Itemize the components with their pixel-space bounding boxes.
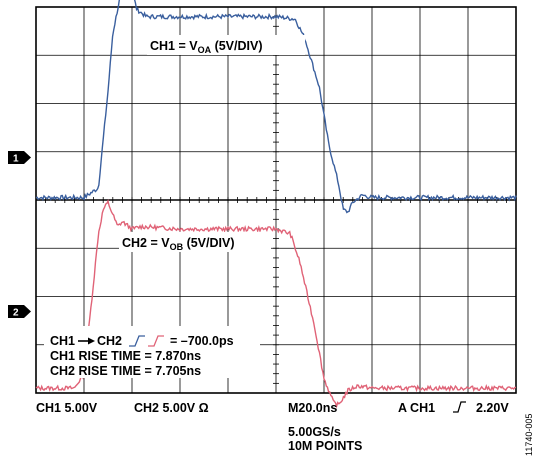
trigger-source: A CH1 xyxy=(398,401,435,415)
delay-ch2-label: CH2 xyxy=(97,334,122,348)
ch2-scale: CH2 5.00V Ω xyxy=(134,401,209,415)
rising-edge-icon xyxy=(129,335,145,347)
ch2-label-prefix: CH2 = V xyxy=(122,236,170,250)
ch2-label-suffix: (5V/DIV) xyxy=(183,236,234,250)
figure-id: 11740-005 xyxy=(524,414,534,456)
rising-edge-icon xyxy=(148,335,164,347)
svg-text:CH2 = VOB (5V/DIV): CH2 = VOB (5V/DIV) xyxy=(122,236,235,252)
footer: CH1 5.00V CH2 5.00V Ω M20.0ns A CH1 2.20… xyxy=(36,401,509,453)
ch2-marker-label: 2 xyxy=(13,308,19,319)
ch1-ground-marker: 1 xyxy=(8,151,31,165)
ch2-annotation: CH2 = VOB (5V/DIV) xyxy=(119,232,271,252)
ch1-annotation: CH1 = VOA (5V/DIV) xyxy=(147,35,305,55)
svg-text:CH1 = VOA (5V/DIV): CH1 = VOA (5V/DIV) xyxy=(150,39,263,55)
arrow-right-icon xyxy=(78,337,95,345)
ch2-rise-time: CH2 RISE TIME = 7.705ns xyxy=(50,364,201,378)
ch1-scale: CH1 5.00V xyxy=(36,401,98,415)
delay-ch1-label: CH1 xyxy=(50,334,75,348)
record-length: 10M POINTS xyxy=(288,439,362,453)
ch1-label-sub: OA xyxy=(198,45,212,55)
trigger-level: 2.20V xyxy=(476,401,509,415)
ch2-label-sub: OB xyxy=(170,242,184,252)
timebase: M20.0ns xyxy=(288,401,337,415)
ch1-label-prefix: CH1 = V xyxy=(150,39,198,53)
ch2-ground-marker: 2 xyxy=(8,305,31,319)
delay-value: = –700.0ps xyxy=(170,334,234,348)
trigger-edge-icon xyxy=(453,401,466,413)
ch1-trace xyxy=(35,0,517,214)
ch2-trace xyxy=(35,199,517,409)
ch1-label-suffix: (5V/DIV) xyxy=(211,39,262,53)
measurements: CH1 CH2 = –700.0ps CH1 RISE TIME = 7.870… xyxy=(44,326,260,378)
ch1-marker-label: 1 xyxy=(13,154,19,165)
sample-rate: 5.00GS/s xyxy=(288,425,341,439)
ch1-rise-time: CH1 RISE TIME = 7.870ns xyxy=(50,349,201,363)
